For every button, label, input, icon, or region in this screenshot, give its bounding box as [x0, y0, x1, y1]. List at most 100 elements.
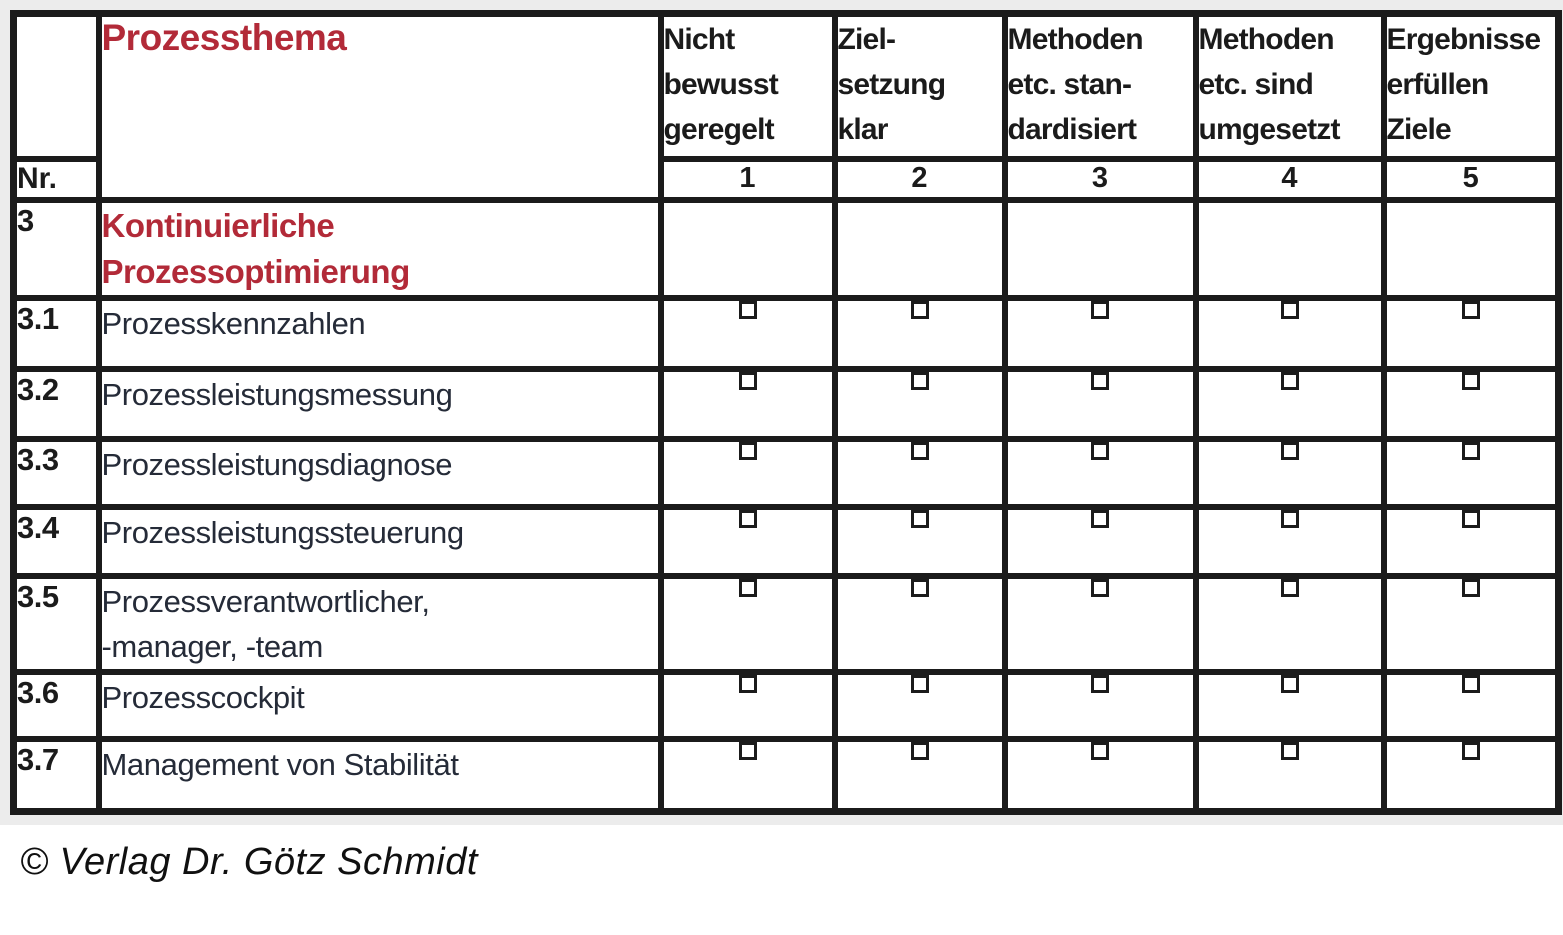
checkbox[interactable] — [738, 303, 757, 319]
checkbox[interactable] — [910, 512, 929, 528]
table-row: 3.7 Management von Stabilität — [10, 735, 1562, 815]
checkbox[interactable] — [1091, 677, 1109, 693]
checkbox-cell — [1192, 572, 1387, 675]
row-nr: 3.5 — [10, 572, 102, 675]
checkbox[interactable] — [1461, 303, 1480, 319]
row-nr: 3.2 — [10, 365, 102, 442]
empty-cell — [1192, 196, 1387, 301]
checkbox-cell — [831, 503, 1008, 579]
section-title: Kontinuierliche Prozessoptimierung — [95, 196, 664, 301]
checkbox[interactable] — [738, 677, 757, 693]
rating-column-header-4: Methoden etc. sind umgesetzt — [1192, 10, 1387, 162]
rating-number-3: 3 — [1001, 155, 1199, 203]
row-label: Prozesscockpit — [95, 668, 664, 742]
table-row: 3.3 Prozessleistungsdiagnose — [10, 435, 1562, 510]
checkbox[interactable] — [1280, 677, 1299, 693]
checkbox[interactable] — [1091, 744, 1109, 760]
row-nr: 3.3 — [10, 435, 102, 510]
rating-number-2: 2 — [831, 155, 1008, 203]
checkbox[interactable] — [738, 744, 757, 760]
checkbox-cell — [831, 572, 1008, 675]
checkbox[interactable] — [910, 581, 929, 597]
checkbox-cell — [657, 365, 838, 442]
checkbox[interactable] — [1461, 444, 1480, 460]
checkbox-cell — [1001, 668, 1199, 742]
checkbox[interactable] — [738, 374, 757, 390]
table-row: 3.5 Prozessverantwortlicher, -manager, -… — [10, 572, 1562, 675]
checkbox[interactable] — [1461, 581, 1480, 597]
checkbox[interactable] — [738, 512, 757, 528]
checkbox-cell — [1192, 294, 1387, 372]
page-margin: Prozessthema Nicht bewusst geregelt Ziel… — [0, 0, 1563, 825]
checkbox-cell — [1380, 735, 1562, 815]
table-row: 3.4 Prozessleistungssteuerung — [10, 503, 1562, 579]
row-label: Management von Stabilität — [95, 735, 664, 815]
checkbox-cell — [1001, 435, 1199, 510]
checkbox-cell — [1192, 735, 1387, 815]
checkbox-cell — [1192, 365, 1387, 442]
row-label: Prozessleistungsdiagnose — [95, 435, 664, 510]
checkbox-cell — [657, 294, 838, 372]
row-label: Prozesskennzahlen — [95, 294, 664, 372]
checkbox[interactable] — [1280, 744, 1299, 760]
checkbox-cell — [831, 435, 1008, 510]
checkbox[interactable] — [1461, 677, 1480, 693]
checkbox-cell — [1192, 668, 1387, 742]
table-row: 3.6 Prozesscockpit — [10, 668, 1562, 742]
checkbox[interactable] — [1280, 444, 1299, 460]
checkbox[interactable] — [738, 444, 757, 460]
empty-cell — [1001, 196, 1199, 301]
checkbox[interactable] — [1461, 512, 1480, 528]
row-label: Prozessleistungssteuerung — [95, 503, 664, 579]
checkbox-cell — [1192, 435, 1387, 510]
checkbox[interactable] — [1091, 444, 1109, 460]
checkbox[interactable] — [1461, 374, 1480, 390]
checkbox-cell — [657, 668, 838, 742]
topic-column-header: Prozessthema — [95, 10, 664, 203]
rating-column-header-1: Nicht bewusst geregelt — [657, 10, 838, 162]
checkbox[interactable] — [910, 744, 929, 760]
checkbox-cell — [1380, 668, 1562, 742]
rating-number-5: 5 — [1380, 155, 1562, 203]
row-label: Prozessverantwortlicher, -manager, -team — [95, 572, 664, 675]
table-row: 3.1 Prozesskennzahlen — [10, 294, 1562, 372]
checkbox[interactable] — [910, 444, 929, 460]
rating-column-header-2: Ziel- setzung klar — [831, 10, 1008, 162]
table-row: 3.2 Prozessleistungsmessung — [10, 365, 1562, 442]
copyright-text: © Verlag Dr. Götz Schmidt — [20, 841, 478, 883]
checkbox-cell — [1001, 365, 1199, 442]
checkbox[interactable] — [910, 677, 929, 693]
checkbox-cell — [1380, 294, 1562, 372]
checkbox-cell — [657, 435, 838, 510]
checkbox[interactable] — [1091, 512, 1109, 528]
checkbox[interactable] — [1280, 512, 1299, 528]
checkbox[interactable] — [1091, 374, 1109, 390]
rating-column-header-3: Methoden etc. stan- dardisiert — [1001, 10, 1199, 162]
checkbox-cell — [657, 572, 838, 675]
checkbox[interactable] — [910, 374, 929, 390]
checkbox-cell — [1001, 294, 1199, 372]
checkbox[interactable] — [738, 581, 757, 597]
checkbox-cell — [1001, 572, 1199, 675]
checkbox[interactable] — [1280, 581, 1299, 597]
checkbox[interactable] — [1280, 303, 1299, 319]
row-nr: 3.6 — [10, 668, 102, 742]
row-nr: 3.4 — [10, 503, 102, 579]
checkbox-cell — [1380, 435, 1562, 510]
checkbox[interactable] — [910, 303, 929, 319]
checkbox-cell — [1001, 735, 1199, 815]
section-nr: 3 — [10, 196, 102, 301]
assessment-table: Prozessthema Nicht bewusst geregelt Ziel… — [10, 10, 1562, 815]
checkbox-cell — [657, 735, 838, 815]
empty-cell — [657, 196, 838, 301]
checkbox-cell — [831, 668, 1008, 742]
checkbox[interactable] — [1091, 581, 1109, 597]
checkbox[interactable] — [1280, 374, 1299, 390]
row-label: Prozessleistungsmessung — [95, 365, 664, 442]
checkbox[interactable] — [1091, 303, 1109, 319]
checkbox-cell — [831, 365, 1008, 442]
rating-number-4: 4 — [1192, 155, 1387, 203]
row-nr: 3.1 — [10, 294, 102, 372]
checkbox-cell — [1380, 572, 1562, 675]
checkbox[interactable] — [1461, 744, 1480, 760]
